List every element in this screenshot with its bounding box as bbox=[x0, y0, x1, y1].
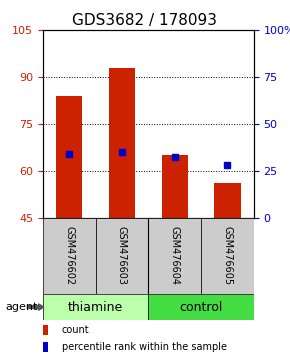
Text: percentile rank within the sample: percentile rank within the sample bbox=[62, 342, 227, 352]
Text: GSM476604: GSM476604 bbox=[170, 226, 180, 285]
Bar bbox=[201, 218, 254, 294]
Bar bbox=[43, 325, 48, 335]
Bar bbox=[148, 218, 201, 294]
Bar bbox=[43, 342, 48, 352]
Text: GSM476603: GSM476603 bbox=[117, 226, 127, 285]
Bar bbox=[56, 96, 82, 218]
Text: GSM476602: GSM476602 bbox=[64, 226, 74, 285]
Text: GDS3682 / 178093: GDS3682 / 178093 bbox=[72, 13, 218, 28]
Text: thiamine: thiamine bbox=[68, 301, 123, 314]
Bar bbox=[109, 68, 135, 218]
Text: count: count bbox=[62, 325, 90, 335]
Text: control: control bbox=[179, 301, 223, 314]
Bar bbox=[96, 218, 148, 294]
Text: GSM476605: GSM476605 bbox=[222, 226, 232, 285]
Bar bbox=[43, 218, 96, 294]
Bar bbox=[148, 294, 254, 320]
Bar bbox=[162, 155, 188, 218]
Text: agent: agent bbox=[6, 302, 38, 312]
Bar bbox=[214, 183, 241, 218]
Bar bbox=[43, 294, 148, 320]
